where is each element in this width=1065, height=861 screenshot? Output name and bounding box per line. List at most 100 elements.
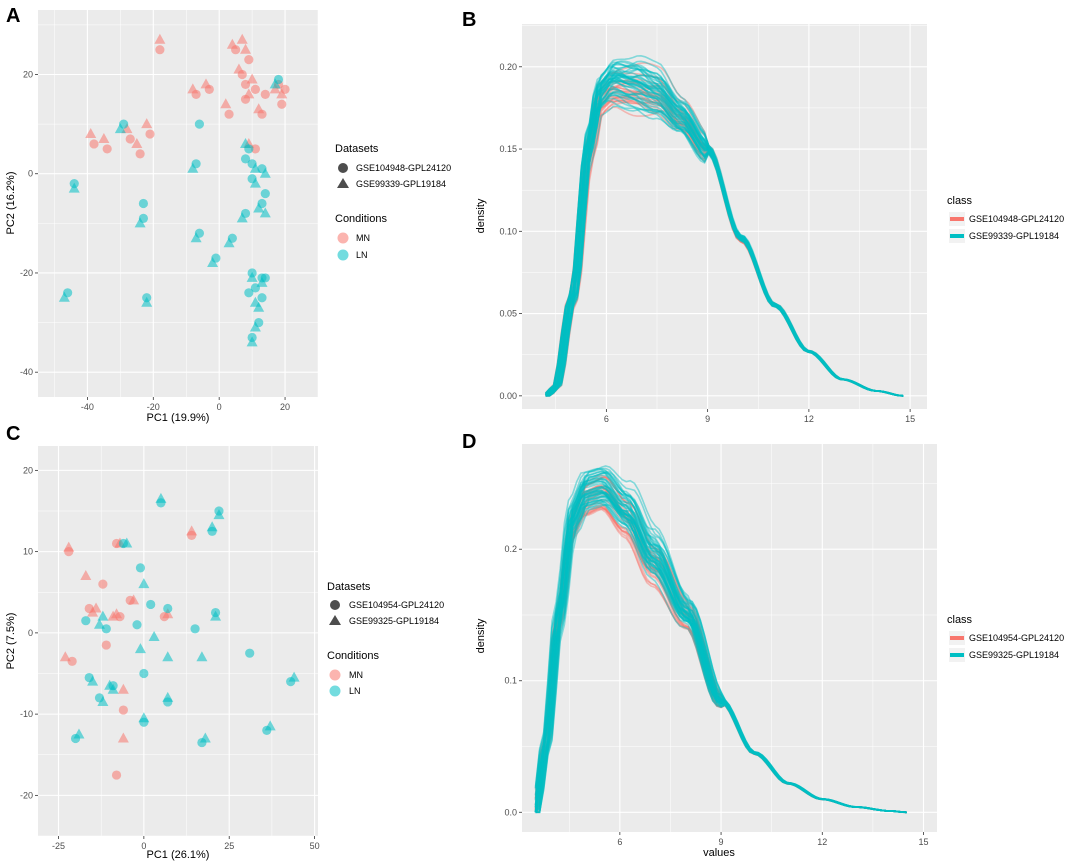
a-point-ln-triangle bbox=[58, 291, 70, 302]
d-density-curve-series2 bbox=[534, 487, 907, 814]
c-y-tick-label: 10 bbox=[23, 547, 33, 557]
c-point-mn-circle bbox=[101, 640, 111, 650]
b-density-curve-series1 bbox=[545, 88, 904, 397]
panel-c-legend-mn-swatch bbox=[329, 669, 341, 681]
panel-c-y-axis-title: PC2 (7.5%) bbox=[5, 613, 17, 670]
c-x-tick-label: 0 bbox=[141, 841, 146, 851]
panel-b-density-plot: 6 9 12 15 0.00 0.05 0.10 0.15 0.20 density class… bbox=[475, 24, 1064, 424]
b-density-curve-series2 bbox=[545, 65, 904, 397]
b-density-curve-series2 bbox=[545, 71, 904, 397]
a-point-mn-triangle bbox=[240, 43, 252, 54]
b-density-curve-series2 bbox=[545, 68, 904, 397]
d-density-curve-series1 bbox=[534, 506, 907, 814]
panel-letter-c: C bbox=[6, 423, 20, 445]
d-density-curve-series1 bbox=[534, 487, 907, 814]
b-density-curve-series2 bbox=[545, 68, 904, 397]
a-point-ln-triangle bbox=[187, 162, 199, 173]
d-density-curve-series2 bbox=[534, 491, 907, 814]
d-density-curve-series2 bbox=[534, 470, 907, 814]
panel-c-pca-plot: -25 0 25 50 -20 -10 0 10 20 PC1 (26.1%) PC2 (7.5… bbox=[5, 446, 444, 861]
panel-a-legend-circle-icon bbox=[338, 163, 348, 173]
a-y-tick-label: -40 bbox=[20, 367, 33, 377]
b-density-curve-series1 bbox=[545, 81, 904, 397]
a-x-tick-label: 20 bbox=[280, 402, 290, 412]
b-density-curve-series2 bbox=[545, 74, 904, 397]
b-x-tick-label: 6 bbox=[604, 414, 609, 424]
b-density-curve-series2 bbox=[545, 81, 904, 397]
b-density-curve-series1 bbox=[545, 106, 904, 397]
d-density-curve-series2 bbox=[534, 480, 907, 814]
b-density-curve-series2 bbox=[545, 80, 904, 397]
a-point-mn-triangle bbox=[243, 88, 255, 99]
a-point-ln-circle bbox=[257, 293, 267, 303]
panel-a-legend-conditions-title: Conditions bbox=[335, 213, 387, 225]
c-x-tick-label: -25 bbox=[52, 841, 65, 851]
panel-c-points bbox=[59, 492, 300, 780]
a-point-ln-triangle bbox=[114, 123, 126, 134]
a-x-tick-label: -40 bbox=[81, 402, 94, 412]
panel-c-x-axis-title: PC1 (26.1%) bbox=[147, 849, 210, 861]
d-density-curve-series2 bbox=[534, 492, 907, 814]
b-density-curve-series2 bbox=[545, 61, 904, 397]
d-x-tick-label: 15 bbox=[918, 837, 928, 847]
a-point-mn-circle bbox=[204, 84, 214, 94]
panel-b-legend-label-1: GSE104948-GPL24120 bbox=[969, 214, 1064, 224]
c-point-ln-triangle bbox=[264, 720, 276, 731]
c-point-ln-triangle bbox=[87, 675, 99, 686]
b-density-curve-series2 bbox=[545, 71, 904, 397]
a-point-mn-circle bbox=[280, 84, 290, 94]
c-point-ln-triangle bbox=[73, 728, 85, 739]
b-density-curve-series2 bbox=[544, 73, 904, 397]
a-point-ln-triangle bbox=[256, 276, 268, 287]
panel-a-legend-ln-swatch bbox=[337, 249, 349, 261]
b-density-curve-series1 bbox=[545, 91, 904, 397]
b-density-curve-series2 bbox=[545, 79, 904, 397]
a-point-mn-triangle bbox=[85, 128, 97, 139]
a-point-ln-triangle bbox=[68, 182, 80, 193]
c-point-mn-triangle bbox=[128, 594, 140, 605]
d-y-tick-label: 0.1 bbox=[504, 676, 517, 686]
b-density-curve-series1 bbox=[544, 78, 904, 397]
c-point-ln-circle bbox=[190, 624, 200, 634]
b-y-tick-label: 0.05 bbox=[499, 309, 517, 319]
c-point-ln-triangle bbox=[93, 618, 105, 629]
d-x-tick-label: 6 bbox=[617, 837, 622, 847]
b-density-curve-series1 bbox=[545, 62, 904, 397]
b-density-curve-series2 bbox=[545, 72, 904, 397]
a-point-ln-circle bbox=[260, 273, 270, 283]
panel-a-legend-dataset-2: GSE99339-GPL19184 bbox=[356, 179, 446, 189]
c-point-mn-triangle bbox=[162, 608, 174, 619]
a-point-mn-triangle bbox=[276, 88, 288, 99]
d-density-curve-series1 bbox=[534, 476, 907, 814]
a-point-ln-circle bbox=[244, 288, 254, 298]
panel-d-density-plot: 6 9 12 15 0.0 0.1 0.2 values density class GSE… bbox=[475, 444, 1064, 859]
d-density-curve-series2 bbox=[534, 467, 907, 814]
d-density-curve-series2 bbox=[534, 495, 907, 814]
d-density-curve-series2 bbox=[534, 479, 907, 814]
b-density-curve-series2 bbox=[545, 92, 904, 397]
d-density-curve-series2 bbox=[535, 467, 907, 814]
panel-a-legend-ln-label: LN bbox=[356, 250, 368, 260]
d-density-curve-series2 bbox=[534, 470, 907, 814]
d-density-curve-series2 bbox=[535, 495, 907, 814]
d-y-tick-label: 0.0 bbox=[504, 807, 517, 817]
panel-a-points bbox=[58, 33, 290, 347]
b-density-curve-series2 bbox=[544, 63, 904, 397]
c-point-ln-triangle bbox=[206, 521, 218, 532]
b-density-curve-series1 bbox=[545, 86, 904, 397]
d-density-curve-series2 bbox=[534, 499, 907, 814]
a-point-mn-circle bbox=[191, 89, 201, 99]
b-density-curve-series2 bbox=[545, 75, 904, 397]
d-density-curve-series2 bbox=[534, 480, 907, 814]
panel-d-legend: class GSE104954-GPL24120 GSE99325-GPL191… bbox=[947, 614, 1064, 662]
c-point-ln-triangle bbox=[288, 671, 300, 682]
panel-a-pca-plot: -40 -20 0 20 -40 -20 0 20 PC1 (19.9%) PC2 (16.2… bbox=[5, 10, 451, 424]
c-y-tick-label: -20 bbox=[20, 790, 33, 800]
b-density-curve-series2 bbox=[545, 79, 904, 397]
d-y-tick-label: 0.2 bbox=[504, 544, 517, 554]
d-density-curve-series1 bbox=[534, 508, 907, 814]
a-point-ln-triangle bbox=[246, 336, 258, 347]
a-point-ln-circle bbox=[260, 188, 270, 199]
panel-a-ticks: -40 -20 0 20 -40 -20 0 20 bbox=[20, 70, 290, 413]
b-y-tick-label: 0.10 bbox=[499, 226, 517, 236]
